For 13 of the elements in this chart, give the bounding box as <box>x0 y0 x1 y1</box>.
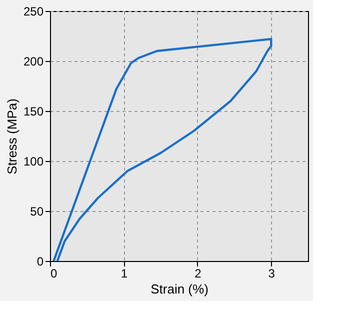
y-tick-label: 50 <box>30 204 44 218</box>
x-tick-label: 1 <box>120 266 128 280</box>
x-tick-label: 0 <box>50 266 58 280</box>
y-tick-label: 150 <box>23 104 44 118</box>
x-tick-label: 3 <box>268 266 276 280</box>
y-tick-label: 0 <box>36 254 44 268</box>
line-series <box>52 38 272 262</box>
y-tick-label: 200 <box>23 54 44 68</box>
y-axis-title: Stress (MPa) <box>4 98 20 174</box>
x-axis-title: Strain (%) <box>150 282 208 296</box>
y-tick-label: 100 <box>23 154 44 168</box>
x-tick-label: 2 <box>194 266 202 280</box>
y-tick-label: 250 <box>23 4 44 18</box>
